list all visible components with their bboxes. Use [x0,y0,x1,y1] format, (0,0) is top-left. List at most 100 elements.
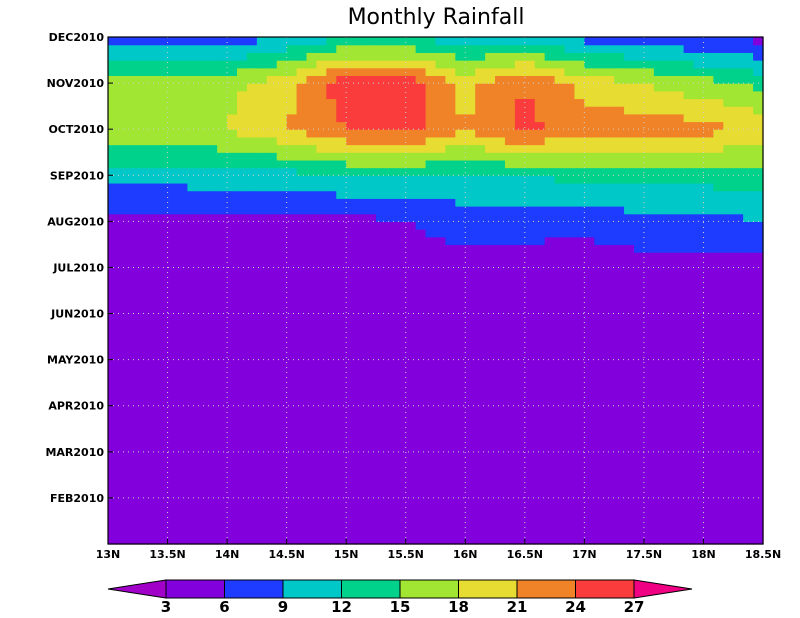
heatmap-cell [366,90,377,100]
heatmap-cell [405,367,417,376]
heatmap-cell [346,144,357,153]
heatmap-cell [286,129,298,138]
heatmap-cell [435,136,447,146]
heatmap-cell [256,44,268,53]
heatmap-cell [544,367,556,376]
heatmap-cell [544,259,556,269]
heatmap-cell [584,144,595,153]
heatmap-cell [465,136,476,146]
colorbar-label: 24 [565,598,586,616]
heatmap-cell [286,244,298,253]
heatmap-cell [435,90,447,100]
heatmap-cell [693,336,705,345]
heatmap-cell [197,428,208,438]
heatmap-cell [276,290,288,299]
heatmap-cell [316,367,327,376]
heatmap-cell [514,75,526,84]
heatmap-cell [663,282,675,292]
heatmap-cell [167,98,179,107]
heatmap-cell [624,60,635,69]
heatmap-cell [227,144,238,153]
heatmap-cell [495,206,506,215]
heatmap-cell [514,275,526,284]
heatmap-cell [405,182,417,192]
heatmap-cell [137,152,149,161]
heatmap-cell [425,428,437,438]
heatmap-cell [495,267,506,276]
heatmap-cell [395,198,407,207]
heatmap-cell [346,136,357,146]
heatmap-cell [485,129,496,138]
heatmap-cell [385,190,397,199]
heatmap-cell [405,520,417,530]
heatmap-cell [753,536,764,545]
heatmap-cell [425,190,437,199]
heatmap-cell [375,167,387,176]
heatmap-cell [227,136,238,146]
heatmap-cell [157,513,169,522]
heatmap-cell [604,236,615,246]
heatmap-cell [256,121,268,130]
heatmap-cell [167,382,179,391]
heatmap-cell [137,167,149,176]
heatmap-cell [534,67,546,77]
heatmap-cell [703,490,714,499]
heatmap-cell [207,252,218,261]
heatmap-cell [217,198,228,207]
heatmap-cell [683,490,695,499]
heatmap-cell [653,52,665,61]
heatmap-cell [137,444,149,453]
heatmap-cell [127,98,139,107]
heatmap-cell [445,421,456,430]
heatmap-cell [753,513,764,522]
heatmap-cell [246,490,258,499]
heatmap-cell [167,405,179,415]
heatmap-cell [544,159,556,169]
heatmap-cell [256,513,268,522]
heatmap-cell [306,428,317,438]
heatmap-cell [514,206,526,215]
heatmap-cell [485,359,496,368]
heatmap-cell [653,497,665,507]
heatmap-cell [574,190,585,199]
heatmap-cell [653,313,665,322]
heatmap-cell [673,336,685,345]
heatmap-cell [237,52,248,61]
heatmap-cell [286,459,298,468]
heatmap-cell [366,121,377,130]
heatmap-cell [217,444,228,453]
heatmap-cell [544,390,556,399]
heatmap-cell [733,275,744,284]
heatmap-cell [534,375,546,384]
heatmap-cell [534,221,546,230]
heatmap-cell [475,328,486,338]
heatmap-cell [385,482,397,491]
heatmap-cell [504,282,516,292]
heatmap-cell [415,444,427,453]
heatmap-cell [326,382,337,391]
heatmap-cell [683,505,695,514]
heatmap-cell [266,413,278,422]
heatmap-cell [316,175,327,184]
heatmap-cell [604,198,615,207]
heatmap-cell [405,436,417,445]
heatmap-cell [117,175,129,184]
heatmap-cell [276,490,288,499]
heatmap-cell [445,367,456,376]
heatmap-cell [435,436,447,445]
heatmap-cell [643,275,655,284]
heatmap-cell [564,536,576,545]
heatmap-cell [495,436,506,445]
heatmap-cell [405,60,417,69]
heatmap-cell [385,252,397,261]
heatmap-cell [554,367,566,376]
heatmap-cell [286,144,298,153]
heatmap-cell [346,75,357,84]
heatmap-cell [673,405,685,415]
heatmap-cell [733,129,744,138]
heatmap-cell [544,413,556,422]
heatmap-cell [346,90,357,100]
heatmap-cell [564,175,576,184]
heatmap-cell [584,90,595,100]
heatmap-cell [633,382,645,391]
